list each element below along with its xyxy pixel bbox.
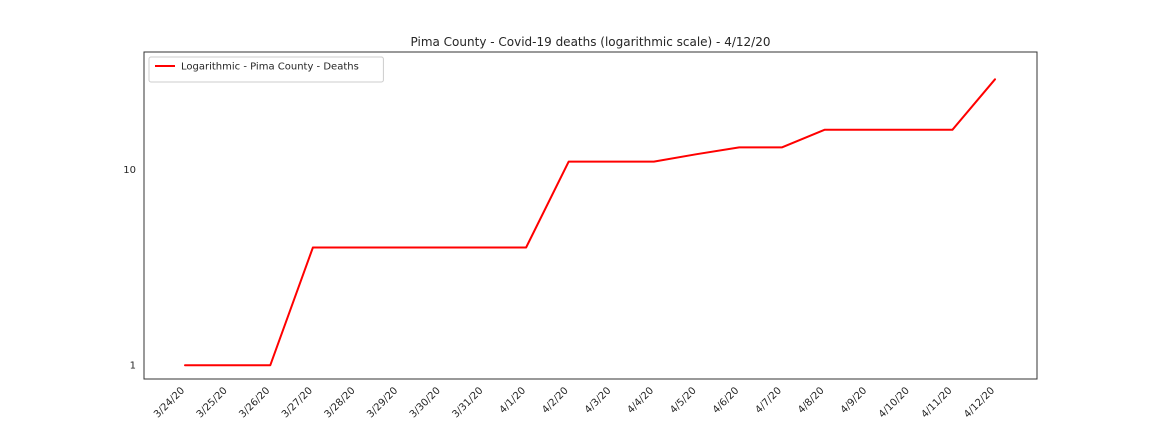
y-tick-label: 10 <box>123 165 136 176</box>
x-tick-label: 4/5/20 <box>668 385 699 416</box>
x-tick-label: 3/31/20 <box>450 385 485 420</box>
x-tick-label: 3/30/20 <box>408 385 443 420</box>
series-line <box>184 78 996 367</box>
y-tick-label: 1 <box>130 361 136 372</box>
x-tick-label: 4/9/20 <box>839 385 870 416</box>
series-group <box>184 78 996 367</box>
legend-label: Logarithmic - Pima County - Deaths <box>181 62 359 73</box>
legend-box <box>148 56 384 83</box>
x-tick-label: 4/3/20 <box>583 385 614 416</box>
x-tick-label: 4/12/20 <box>962 385 997 420</box>
legend: Logarithmic - Pima County - Deaths <box>148 56 384 83</box>
x-tick-label: 4/7/20 <box>753 385 784 416</box>
x-tick-label: 4/4/20 <box>626 385 657 416</box>
x-tick-label: 4/1/20 <box>498 385 529 416</box>
x-tick-label: 4/8/20 <box>796 385 827 416</box>
chart-title: Pima County - Covid-19 deaths (logarithm… <box>411 35 771 49</box>
x-tick-label: 4/6/20 <box>711 385 742 416</box>
x-tick-label: 3/28/20 <box>323 385 358 420</box>
x-tick-label: 3/29/20 <box>365 385 400 420</box>
x-tick-label: 3/25/20 <box>195 385 230 420</box>
x-tick-label: 4/2/20 <box>540 385 571 416</box>
plot-frame <box>143 51 1038 380</box>
x-tick-label: 3/24/20 <box>152 385 187 420</box>
x-tick-label: 3/27/20 <box>280 385 315 420</box>
x-tick-label: 3/26/20 <box>237 385 272 420</box>
x-tick-label: 4/11/20 <box>919 385 954 420</box>
x-tick-label: 4/10/20 <box>877 385 912 420</box>
